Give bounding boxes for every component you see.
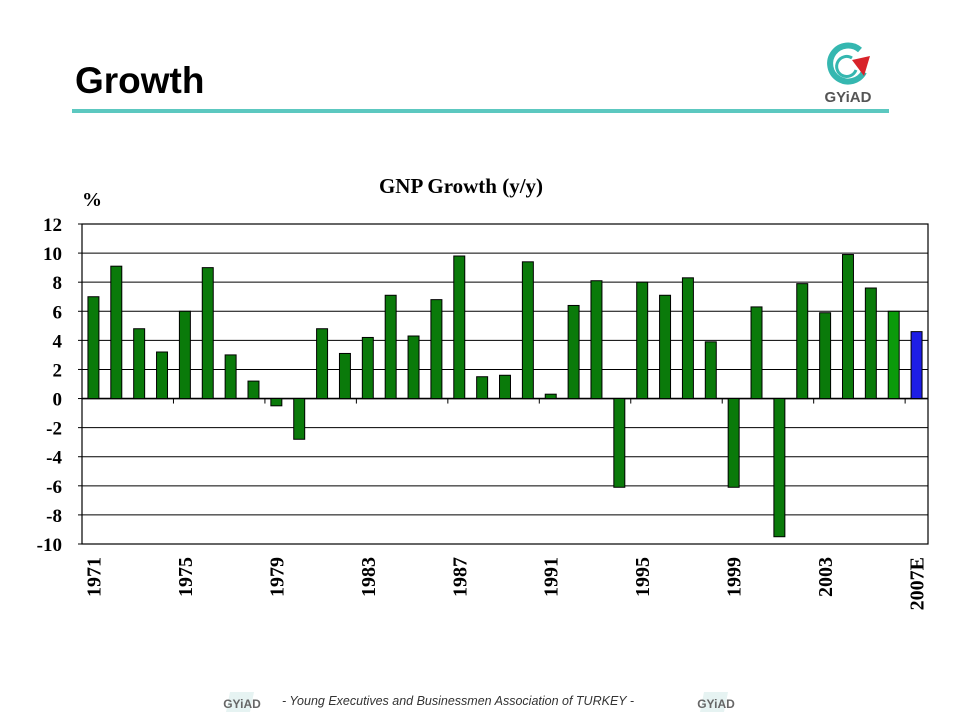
footer-logo-left-text: GYiAD	[223, 697, 261, 711]
x-tick-label: 1987	[449, 557, 471, 597]
y-tick-label: 0	[53, 390, 63, 411]
x-tick-label: 1991	[541, 557, 563, 597]
y-tick-label: -4	[46, 448, 62, 469]
logo-text: GYiAD	[825, 89, 872, 106]
y-tick-label: -8	[46, 506, 62, 527]
gnp-growth-chart: 12 10 8 6 4 2 0 -2 -4 -6 -8 -10 GNP Growth (y/y)% 197…	[37, 174, 929, 610]
y-tick-label: -6	[46, 477, 62, 498]
bar	[384, 294, 397, 400]
bar	[110, 265, 123, 400]
bar	[841, 254, 854, 400]
x-tick-label: 1999	[724, 557, 746, 597]
x-tick-label: 1983	[358, 557, 380, 597]
bar	[796, 283, 809, 400]
bar	[430, 299, 443, 400]
footer-text: - Young Executives and Businessmen Assoc…	[282, 694, 635, 708]
bar	[910, 331, 923, 400]
footer-logo-right-text: GYiAD	[697, 697, 735, 711]
bar	[293, 398, 306, 440]
bar	[544, 393, 557, 400]
y-tick-label: 8	[53, 273, 63, 294]
y-tick-label: 2	[53, 360, 63, 381]
y-tick-label: 12	[43, 215, 62, 236]
bar	[316, 328, 329, 400]
bar	[750, 306, 763, 400]
bar	[270, 398, 283, 407]
gyiad-logo: GYiAD	[825, 42, 872, 106]
bar	[247, 380, 260, 400]
bar	[453, 255, 466, 400]
y-tick-label: 6	[53, 302, 63, 323]
page-title: Growth	[75, 60, 205, 101]
bar	[476, 376, 489, 400]
bar	[178, 310, 191, 400]
bar	[133, 328, 146, 400]
bar	[636, 281, 649, 400]
y-tick-label: -10	[37, 535, 62, 556]
bar	[407, 335, 420, 400]
x-tick-label: 2007E	[907, 557, 929, 610]
bar	[201, 267, 214, 400]
logo-swirl-icon	[827, 42, 870, 85]
bar	[613, 398, 626, 488]
bar	[727, 398, 740, 488]
bar	[659, 294, 672, 400]
bar	[521, 261, 534, 400]
footer: GYiAD - Young Executives and Businessmen…	[0, 688, 960, 718]
y-axis-label: %	[82, 189, 102, 211]
bar	[819, 312, 832, 400]
footer-logo-right: GYiAD	[697, 692, 735, 712]
x-tick-label: 1975	[175, 557, 197, 597]
bar	[681, 277, 694, 400]
bar	[590, 280, 603, 400]
y-tick-label: 10	[43, 244, 62, 265]
title-underline	[72, 109, 889, 113]
bar	[87, 296, 100, 400]
bar	[224, 354, 237, 400]
x-tick-label: 1995	[632, 557, 654, 597]
y-tick-label: 4	[53, 331, 63, 352]
bar	[338, 352, 351, 400]
bar	[864, 287, 877, 400]
bar	[156, 351, 169, 400]
x-tick-label: 1971	[83, 557, 105, 597]
y-tick-label: -2	[46, 419, 62, 440]
bar	[887, 310, 900, 400]
x-tick-label: 1979	[266, 557, 288, 597]
bar	[361, 336, 374, 400]
chart-title: GNP Growth (y/y)	[379, 174, 543, 198]
bar	[567, 304, 580, 400]
footer-logo-left: GYiAD	[223, 692, 261, 712]
bar	[773, 398, 786, 538]
bar	[499, 374, 511, 400]
x-tick-label: 2003	[815, 557, 837, 597]
bar	[704, 341, 717, 400]
